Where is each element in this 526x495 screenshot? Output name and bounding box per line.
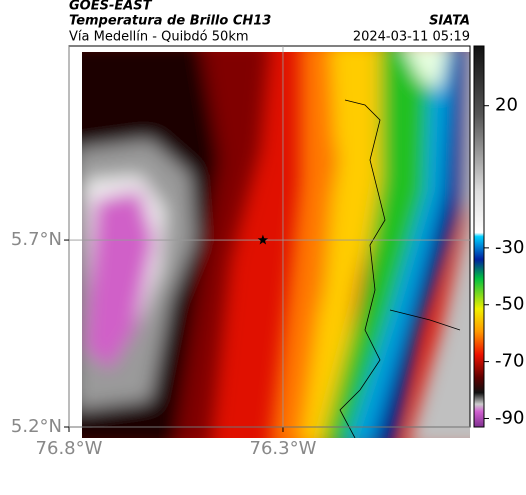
source: GOES-EAST (69, 0, 153, 14)
colorbar-tick-label: -30 (495, 237, 524, 258)
timestamp: 2024-03-11 05:19 (353, 30, 470, 45)
x-tick-label: 76.8°W (36, 438, 103, 459)
raster (82, 52, 470, 438)
location-marker (257, 234, 269, 245)
agency: SIATA (429, 14, 470, 29)
x-tick-label: 76.3°W (250, 438, 317, 459)
subtitle: Vía Medellín - Quibdó 50km (69, 30, 249, 45)
colorbar-tick-label: -90 (495, 407, 524, 428)
colorbar-tick-label: 20 (495, 95, 518, 116)
colorbar-tick-label: -50 (495, 294, 524, 315)
y-tick-label: 5.2°N (11, 416, 62, 437)
y-tick-label: 5.7°N (11, 229, 62, 250)
title: Temperatura de Brillo CH13 (69, 14, 271, 29)
colorbar-tick-label: -70 (495, 351, 524, 372)
colorbar (473, 45, 485, 428)
